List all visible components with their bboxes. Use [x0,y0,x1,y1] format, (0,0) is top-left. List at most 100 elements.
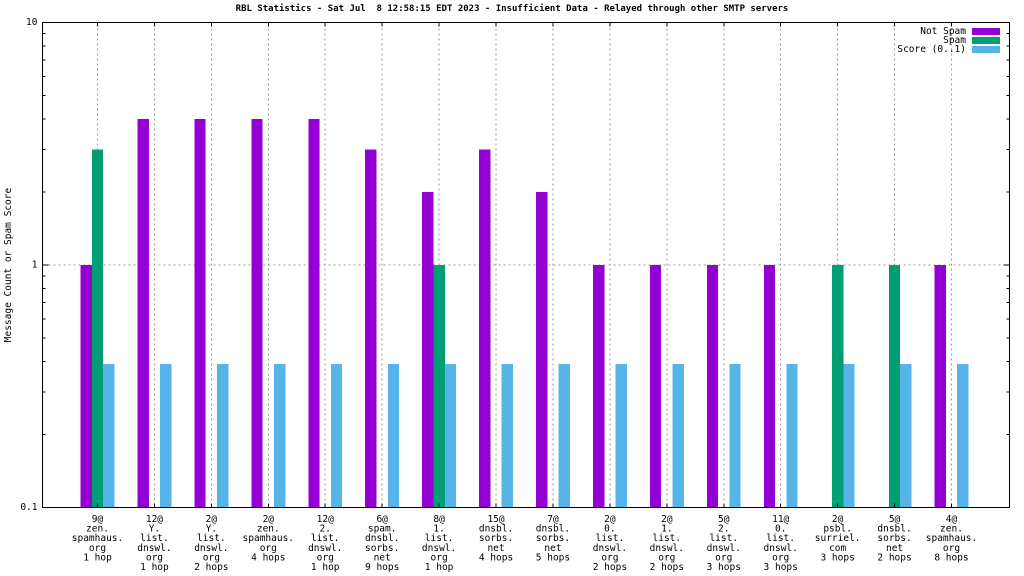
x-label-2-line-0: 2@ [206,514,218,525]
x-label-4-line-0: 12@ [317,514,334,525]
x-label-10-line-5: 2 hops [650,562,684,573]
bar-spam-0 [91,149,104,508]
x-label-13-line-3: com [829,543,846,554]
bar-score-0-1-13 [843,364,855,508]
x-label-11-line-2: list. [709,533,738,544]
x-label-1-line-3: dnswl. [137,543,171,554]
x-label-7-line-1: dnsbl. [479,524,513,535]
x-label-0-line-4: 1 hop [83,552,112,563]
x-label-6-line-3: dnswl. [422,543,456,554]
legend-swatch-not-spam [972,28,1000,35]
x-label-3-line-4: 4 hops [251,552,285,563]
x-label-7-line-3: net [487,543,504,554]
x-label-13-line-2: surriel. [815,533,861,544]
x-label-3-line-2: spamhaus. [243,533,294,544]
x-label-0-line-3: org [89,543,106,554]
bar-score-0-1-6 [444,364,457,508]
bar-not-spam-8 [536,192,548,508]
bar-score-0-1-5 [387,364,400,508]
y-tick-label-0.1: 0.1 [20,502,37,513]
x-label-12-line-5: 3 hops [764,562,798,573]
y-tick-label-10: 10 [26,17,38,28]
x-label-2-line-3: dnswl. [194,543,228,554]
bar-score-0-1-1 [160,364,172,508]
x-label-9-line-2: list. [596,533,625,544]
bar-spam-14 [888,265,901,508]
x-label-2-line-1: Y. [206,524,217,535]
bar-score-0-1-12 [786,364,798,508]
x-label-1-line-5: 1 hop [140,562,169,573]
x-label-9-line-1: 0. [604,524,615,535]
legend-label-spam: Spam [943,35,966,46]
x-label-9-line-5: 2 hops [593,562,627,573]
bar-not-spam-3 [251,119,263,508]
x-label-15-line-3: org [943,543,960,554]
legend-swatch-score-0-1 [972,46,1000,53]
x-label-1-line-0: 12@ [146,514,163,525]
legend-swatch-spam [972,37,1000,44]
x-label-8-line-0: 7@ [547,514,559,525]
x-label-3-line-3: org [260,543,277,554]
x-label-13-line-0: 2@ [832,514,844,525]
x-label-12-line-3: dnswl. [764,543,798,554]
bar-score-0-1-3 [273,364,286,508]
x-label-9-line-3: dnswl. [593,543,627,554]
bar-not-spam-12 [763,265,776,508]
x-label-11-line-1: 2. [718,524,729,535]
x-label-4-line-2: list. [311,533,340,544]
bar-not-spam-2 [194,119,206,508]
x-label-5-line-2: dnsbl. [365,533,399,544]
x-label-10-line-0: 2@ [661,514,673,525]
x-label-14-line-0: 5@ [889,514,901,525]
x-label-15-line-1: zen. [940,524,963,535]
x-label-5-line-1: spam. [368,524,397,535]
x-label-8-line-2: sorbs. [536,533,570,544]
bar-not-spam-11 [706,265,719,508]
x-label-12-line-4: org [772,552,789,563]
bar-not-spam-5 [365,149,377,508]
bar-not-spam-15 [934,265,946,508]
bar-not-spam-0 [80,265,92,508]
bar-not-spam-10 [649,265,662,508]
bar-not-spam-1 [137,119,149,508]
x-label-1-line-2: list. [140,533,169,544]
x-label-6-line-0: 8@ [433,514,445,525]
x-label-12-line-0: 11@ [772,514,789,525]
x-label-12-line-1: 0. [775,524,786,535]
x-label-6-line-4: org [431,552,448,563]
x-label-5-line-5: 9 hops [365,562,399,573]
x-label-14-line-2: sorbs. [877,533,911,544]
x-label-9-line-0: 2@ [604,514,616,525]
x-label-1-line-1: Y. [149,524,160,535]
bar-score-0-1-14 [900,364,912,508]
x-label-7-line-0: 15@ [487,514,504,525]
bar-spam-13 [831,265,844,508]
x-label-3-line-1: zen. [257,524,280,535]
x-label-7-line-2: sorbs. [479,533,513,544]
x-label-4-line-3: dnswl. [308,543,342,554]
bar-score-0-1-0 [103,364,115,508]
x-label-12-line-2: list. [766,533,795,544]
x-label-5-line-0: 6@ [376,514,388,525]
x-label-4-line-1: 2. [320,524,331,535]
x-label-10-line-3: dnswl. [650,543,684,554]
x-label-14-line-1: dnsbl. [877,524,911,535]
x-label-0-line-0: 9@ [92,514,104,525]
x-label-7-line-4: 4 hops [479,552,513,563]
x-label-3-line-0: 2@ [263,514,275,525]
x-label-0-line-2: spamhaus. [72,533,123,544]
legend-label-not-spam: Not Spam [920,26,966,37]
y-axis-title: Message Count or Spam Score [3,188,14,343]
x-label-8-line-3: net [544,543,561,554]
x-label-2-line-2: list. [197,533,226,544]
x-label-15-line-2: spamhaus. [926,533,977,544]
x-label-11-line-4: org [715,552,732,563]
bar-score-0-1-2 [217,364,229,508]
x-label-1-line-4: org [146,552,163,563]
x-label-15-line-4: 8 hops [934,552,968,563]
bar-score-0-1-7 [501,364,513,508]
x-label-4-line-4: org [317,552,334,563]
x-label-8-line-4: 5 hops [536,552,570,563]
x-label-13-line-4: 3 hops [820,552,854,563]
x-label-2-line-5: 2 hops [194,562,228,573]
